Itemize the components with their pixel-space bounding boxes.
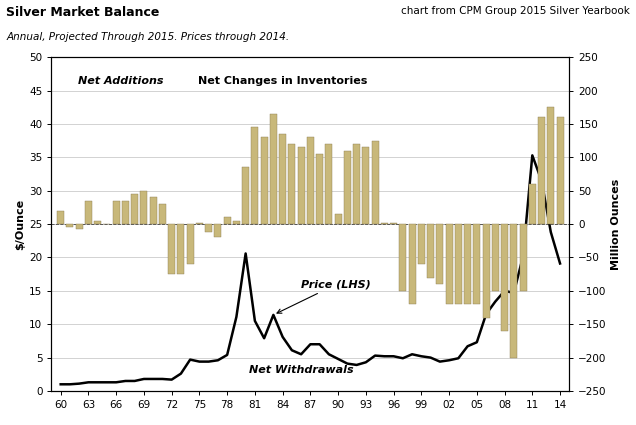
Y-axis label: Million Ounces: Million Ounces	[611, 178, 621, 270]
Bar	[141, 191, 148, 224]
Bar	[483, 224, 490, 317]
Bar	[538, 117, 545, 224]
Bar	[261, 137, 268, 224]
Bar	[427, 224, 434, 278]
Bar	[353, 144, 360, 224]
Text: Net Changes in Inventories: Net Changes in Inventories	[198, 76, 368, 85]
Bar	[371, 141, 378, 224]
Bar	[556, 117, 563, 224]
Bar	[316, 154, 323, 224]
Bar	[113, 201, 120, 224]
Bar	[224, 218, 231, 224]
Bar	[76, 224, 83, 230]
Bar	[501, 224, 508, 331]
Text: chart from CPM Group 2015 Silver Yearbook: chart from CPM Group 2015 Silver Yearboo…	[401, 6, 630, 17]
Text: Silver Market Balance: Silver Market Balance	[6, 6, 160, 20]
Bar	[390, 223, 397, 224]
Bar	[473, 224, 480, 304]
Bar	[335, 214, 342, 224]
Bar	[94, 221, 101, 224]
Bar	[251, 128, 258, 224]
Text: Net Additions: Net Additions	[78, 76, 163, 85]
Bar	[381, 223, 388, 224]
Bar	[85, 201, 92, 224]
Bar	[492, 224, 499, 291]
Bar	[67, 224, 73, 227]
Bar	[214, 224, 221, 238]
Bar	[196, 223, 203, 224]
Bar	[408, 224, 415, 304]
Bar	[57, 211, 64, 224]
Bar	[288, 144, 295, 224]
Bar	[149, 198, 156, 224]
Bar	[510, 224, 517, 357]
Bar	[298, 147, 305, 224]
Bar	[233, 221, 240, 224]
Bar	[270, 114, 277, 224]
Bar	[399, 224, 406, 291]
Bar	[205, 224, 212, 232]
Bar	[177, 224, 184, 274]
Text: Net Withdrawals: Net Withdrawals	[249, 365, 354, 374]
Bar	[520, 224, 527, 291]
Bar	[436, 224, 443, 284]
Bar	[548, 107, 555, 224]
Y-axis label: $/Ounce: $/Ounce	[15, 198, 25, 249]
Bar	[418, 224, 425, 264]
Bar	[363, 147, 370, 224]
Bar	[307, 137, 314, 224]
Bar	[122, 201, 129, 224]
Text: Price (LHS): Price (LHS)	[277, 280, 371, 313]
Bar	[131, 194, 138, 224]
Bar	[344, 151, 351, 224]
Text: Annual, Projected Through 2015. Prices through 2014.: Annual, Projected Through 2015. Prices t…	[6, 32, 289, 42]
Bar	[464, 224, 471, 304]
Bar	[455, 224, 462, 304]
Bar	[446, 224, 453, 304]
Bar	[242, 167, 249, 224]
Bar	[326, 144, 333, 224]
Bar	[159, 204, 166, 224]
Bar	[279, 134, 286, 224]
Bar	[168, 224, 175, 274]
Bar	[187, 224, 193, 264]
Bar	[529, 184, 536, 224]
